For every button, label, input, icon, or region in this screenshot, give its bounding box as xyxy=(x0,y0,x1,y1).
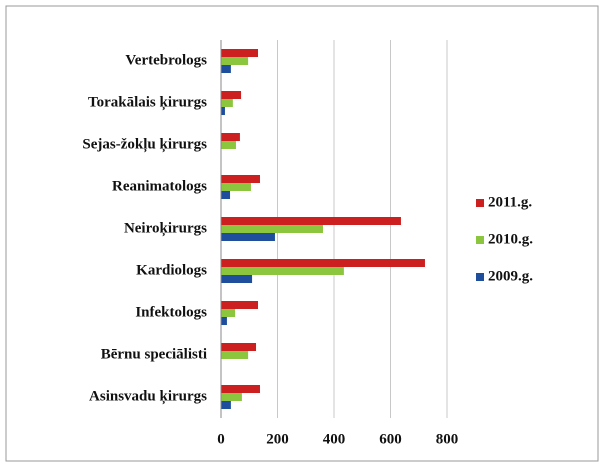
bar xyxy=(221,267,344,275)
x-tick-label: 200 xyxy=(266,431,289,447)
y-tick-label: Kardiologs xyxy=(136,262,207,278)
bar xyxy=(221,49,259,57)
x-tick-label: 0 xyxy=(217,431,225,447)
legend-swatch xyxy=(476,236,484,244)
x-tick-label: 600 xyxy=(379,431,402,447)
bar xyxy=(221,175,260,183)
bar xyxy=(221,217,401,225)
legend-label: 2009.g. xyxy=(488,268,533,284)
legend-swatch xyxy=(476,273,484,281)
y-tick-label: Sejas-žokļu ķirurgs xyxy=(82,136,207,152)
x-tick-label: 400 xyxy=(323,431,346,447)
bar xyxy=(221,225,323,233)
legend-label: 2011.g. xyxy=(488,194,532,210)
x-tick-label: 800 xyxy=(436,431,459,447)
chart-border xyxy=(5,5,599,462)
y-tick-label: Torakālais ķirurgs xyxy=(88,94,207,110)
bar xyxy=(221,351,249,359)
bar xyxy=(221,183,251,191)
bar xyxy=(221,401,231,409)
y-tick-label: Infektologs xyxy=(135,304,207,320)
bar xyxy=(221,317,227,325)
bar xyxy=(221,133,240,141)
bar xyxy=(221,393,242,401)
bar xyxy=(221,57,249,65)
y-tick-label: Vertebrologs xyxy=(125,52,207,68)
bar xyxy=(221,99,233,107)
legend-swatch xyxy=(476,199,484,207)
bar xyxy=(221,107,225,115)
y-tick-label: Bērnu speciālisti xyxy=(101,346,207,362)
bar xyxy=(221,65,231,73)
bar xyxy=(221,141,236,149)
bar xyxy=(221,259,425,267)
bar xyxy=(221,301,259,309)
bar xyxy=(221,191,231,199)
bar xyxy=(221,385,260,393)
y-tick-label: Neiroķirurgs xyxy=(124,220,207,236)
bar xyxy=(221,91,242,99)
y-tick-label: Reanimatologs xyxy=(112,178,207,194)
bar xyxy=(221,343,257,351)
bar xyxy=(221,275,253,283)
bar xyxy=(221,309,236,317)
legend-label: 2010.g. xyxy=(488,231,533,247)
bar xyxy=(221,233,275,241)
y-tick-label: Asinsvadu ķirurgs xyxy=(89,388,207,404)
